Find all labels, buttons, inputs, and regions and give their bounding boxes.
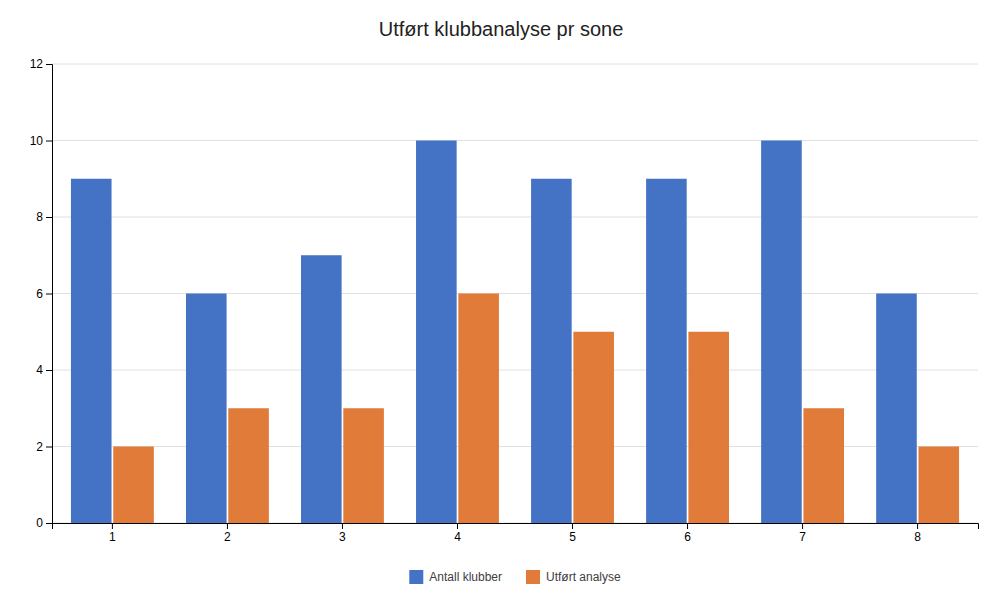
y-tick-label: 2 bbox=[36, 440, 43, 454]
bar bbox=[416, 141, 457, 524]
bar bbox=[573, 332, 614, 523]
grid-line bbox=[52, 217, 978, 218]
legend-swatch bbox=[409, 570, 423, 584]
chart-container: Utført klubbanalyse pr sone0246810121234… bbox=[0, 0, 1002, 607]
y-tick-mark bbox=[46, 294, 52, 295]
legend-label: Antall klubber bbox=[429, 570, 502, 584]
bar bbox=[113, 447, 154, 524]
y-tick: 10 bbox=[30, 134, 52, 148]
y-tick-mark bbox=[46, 370, 52, 371]
y-tick: 0 bbox=[36, 516, 52, 530]
chart-svg: Utført klubbanalyse pr sone0246810121234… bbox=[0, 0, 1002, 607]
bars bbox=[71, 141, 959, 524]
x-tick-mark bbox=[227, 523, 228, 529]
bar bbox=[186, 294, 227, 524]
x-axis-line bbox=[53, 524, 979, 530]
x-tick-mark bbox=[802, 523, 803, 529]
x-tick-label: 2 bbox=[224, 530, 231, 544]
bar bbox=[71, 179, 112, 523]
y-tick-label: 0 bbox=[36, 516, 43, 530]
bar bbox=[761, 141, 802, 524]
bar bbox=[228, 408, 269, 523]
x-tick: 6 bbox=[684, 523, 691, 544]
bar bbox=[646, 179, 687, 523]
x-tick-label: 6 bbox=[684, 530, 691, 544]
x-tick: 5 bbox=[569, 523, 576, 544]
x-tick: 1 bbox=[109, 523, 116, 544]
x-tick-label: 5 bbox=[569, 530, 576, 544]
y-tick-label: 12 bbox=[30, 57, 44, 71]
grid-line bbox=[52, 140, 978, 141]
x-tick-label: 8 bbox=[914, 530, 921, 544]
x-tick: 4 bbox=[454, 523, 461, 544]
legend-label: Utført analyse bbox=[546, 570, 621, 584]
y-tick-label: 8 bbox=[36, 210, 43, 224]
grid bbox=[52, 64, 978, 523]
y-tick-mark bbox=[46, 217, 52, 218]
y-tick-mark bbox=[46, 64, 52, 65]
y-axis-line bbox=[46, 65, 53, 524]
x-tick-mark bbox=[687, 523, 688, 529]
legend-swatch bbox=[526, 570, 540, 584]
x-tick-mark bbox=[572, 523, 573, 529]
y-tick-label: 6 bbox=[36, 287, 43, 301]
bar bbox=[803, 408, 844, 523]
grid-line bbox=[52, 64, 978, 65]
y-tick-mark bbox=[46, 141, 52, 142]
x-tick-mark bbox=[342, 523, 343, 529]
y-tick-mark bbox=[46, 447, 52, 448]
bar bbox=[876, 294, 917, 524]
x-tick: 2 bbox=[224, 523, 231, 544]
x-tick: 8 bbox=[914, 523, 921, 544]
x-tick-label: 3 bbox=[339, 530, 346, 544]
x-tick-mark bbox=[457, 523, 458, 529]
y-tick: 4 bbox=[36, 363, 52, 377]
x-tick: 7 bbox=[799, 523, 806, 544]
y-tick-label: 4 bbox=[36, 363, 43, 377]
y-tick: 2 bbox=[36, 440, 52, 454]
bar-series bbox=[71, 141, 917, 524]
chart-title: Utført klubbanalyse pr sone bbox=[379, 18, 624, 40]
y-tick: 6 bbox=[36, 287, 52, 301]
bar bbox=[531, 179, 572, 523]
bar bbox=[918, 447, 959, 524]
bar bbox=[458, 294, 499, 524]
x-tick: 3 bbox=[339, 523, 346, 544]
x-tick-label: 7 bbox=[799, 530, 806, 544]
y-tick-label: 10 bbox=[30, 134, 44, 148]
bar bbox=[688, 332, 729, 523]
x-tick-label: 4 bbox=[454, 530, 461, 544]
x-axis: 1 2 3 4 5 6 7 8 bbox=[53, 523, 979, 544]
x-tick-mark bbox=[112, 523, 113, 529]
bar bbox=[301, 255, 342, 523]
y-tick: 12 bbox=[30, 57, 52, 71]
y-axis: 0 2 4 6 8 10 12 bbox=[30, 57, 53, 530]
y-tick-mark bbox=[46, 523, 52, 524]
bar bbox=[343, 408, 384, 523]
x-tick-mark bbox=[917, 523, 918, 529]
legend-item: Antall klubber bbox=[409, 570, 502, 584]
plot-area: 02468101212345678 bbox=[30, 57, 979, 543]
legend-item: Utført analyse bbox=[526, 570, 621, 584]
bar-series bbox=[113, 294, 959, 524]
legend: Antall klubber Utført analyse bbox=[409, 570, 621, 584]
x-tick-label: 1 bbox=[109, 530, 116, 544]
y-tick: 8 bbox=[36, 210, 52, 224]
